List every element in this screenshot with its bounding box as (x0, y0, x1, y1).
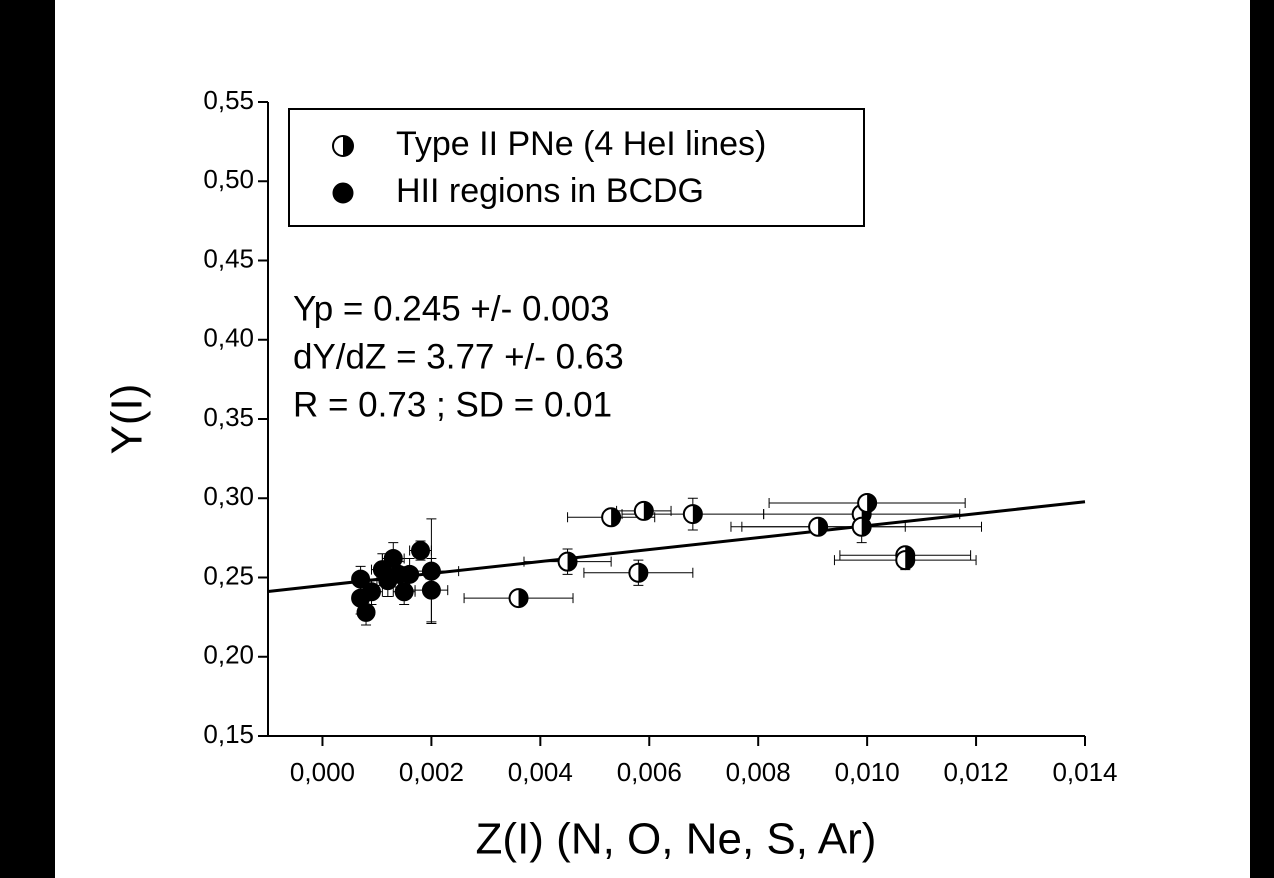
annotation: dY/dZ = 3.77 +/- 0.63 (293, 337, 624, 376)
y-tick-label: 0,25 (203, 560, 254, 590)
marker-half (567, 552, 577, 571)
marker (383, 548, 403, 568)
data-point (400, 564, 420, 584)
y-tick-label: 0,55 (203, 85, 254, 115)
data-point (421, 561, 441, 581)
data-point (351, 569, 371, 589)
marker-half (643, 501, 653, 520)
data-point (808, 516, 829, 537)
data-point (557, 551, 578, 572)
data-point (356, 602, 376, 622)
x-tick-label: 0,006 (617, 757, 682, 787)
y-tick-label: 0,50 (203, 164, 254, 194)
y-tick-label: 0,40 (203, 323, 254, 353)
marker-half (905, 551, 915, 570)
legend-label: HII regions in BCDG (396, 172, 704, 210)
marker-half (867, 494, 877, 513)
data-point (895, 550, 916, 571)
x-tick-label: 0,008 (726, 757, 791, 787)
x-tick-label: 0,014 (1052, 757, 1117, 787)
data-point (851, 516, 872, 537)
marker-half (638, 563, 648, 582)
data-point (394, 582, 414, 602)
marker-half (343, 136, 353, 156)
x-axis-title: Z(I) (N, O, Ne, S, Ar) (476, 815, 877, 864)
data-point (628, 562, 649, 583)
annotation: R = 0.73 ; SD = 0.01 (293, 385, 612, 424)
data-point (633, 500, 654, 521)
x-tick-label: 0,012 (944, 757, 1009, 787)
annotation: Yp = 0.245 +/- 0.003 (293, 289, 610, 328)
y-tick-label: 0,20 (203, 640, 254, 670)
y-tick-label: 0,30 (203, 481, 254, 511)
legend-box (288, 108, 865, 227)
y-axis-title: Y(I) (103, 384, 152, 455)
data-point (508, 588, 529, 609)
data-point (601, 507, 622, 528)
data-point (421, 580, 441, 600)
y-tick-label: 0,15 (203, 719, 254, 749)
marker (411, 541, 431, 561)
marker (394, 582, 414, 602)
marker (332, 182, 354, 204)
data-point (383, 548, 403, 568)
x-tick-label: 0,004 (508, 757, 573, 787)
legend: Type II PNe (4 HeI lines) HII regions in … (332, 125, 766, 210)
marker (400, 564, 420, 584)
y-tick-label: 0,45 (203, 243, 254, 273)
marker (421, 561, 441, 581)
y-tick-label: 0,35 (203, 402, 254, 432)
marker (361, 582, 381, 602)
marker (356, 602, 376, 622)
x-tick-label: 0,000 (290, 757, 355, 787)
data-point (682, 504, 703, 525)
data-point (361, 582, 381, 602)
marker-half (818, 517, 828, 536)
x-tick-label: 0,002 (399, 757, 464, 787)
marker-half (692, 505, 702, 524)
marker (351, 569, 371, 589)
x-tick-label: 0,010 (835, 757, 900, 787)
marker (421, 580, 441, 600)
marker-half (518, 589, 528, 608)
data-point (411, 541, 431, 561)
marker-half (861, 517, 871, 536)
data-point (857, 493, 878, 514)
marker-half (611, 508, 621, 527)
legend-label: Type II PNe (4 HeI lines) (396, 125, 766, 163)
